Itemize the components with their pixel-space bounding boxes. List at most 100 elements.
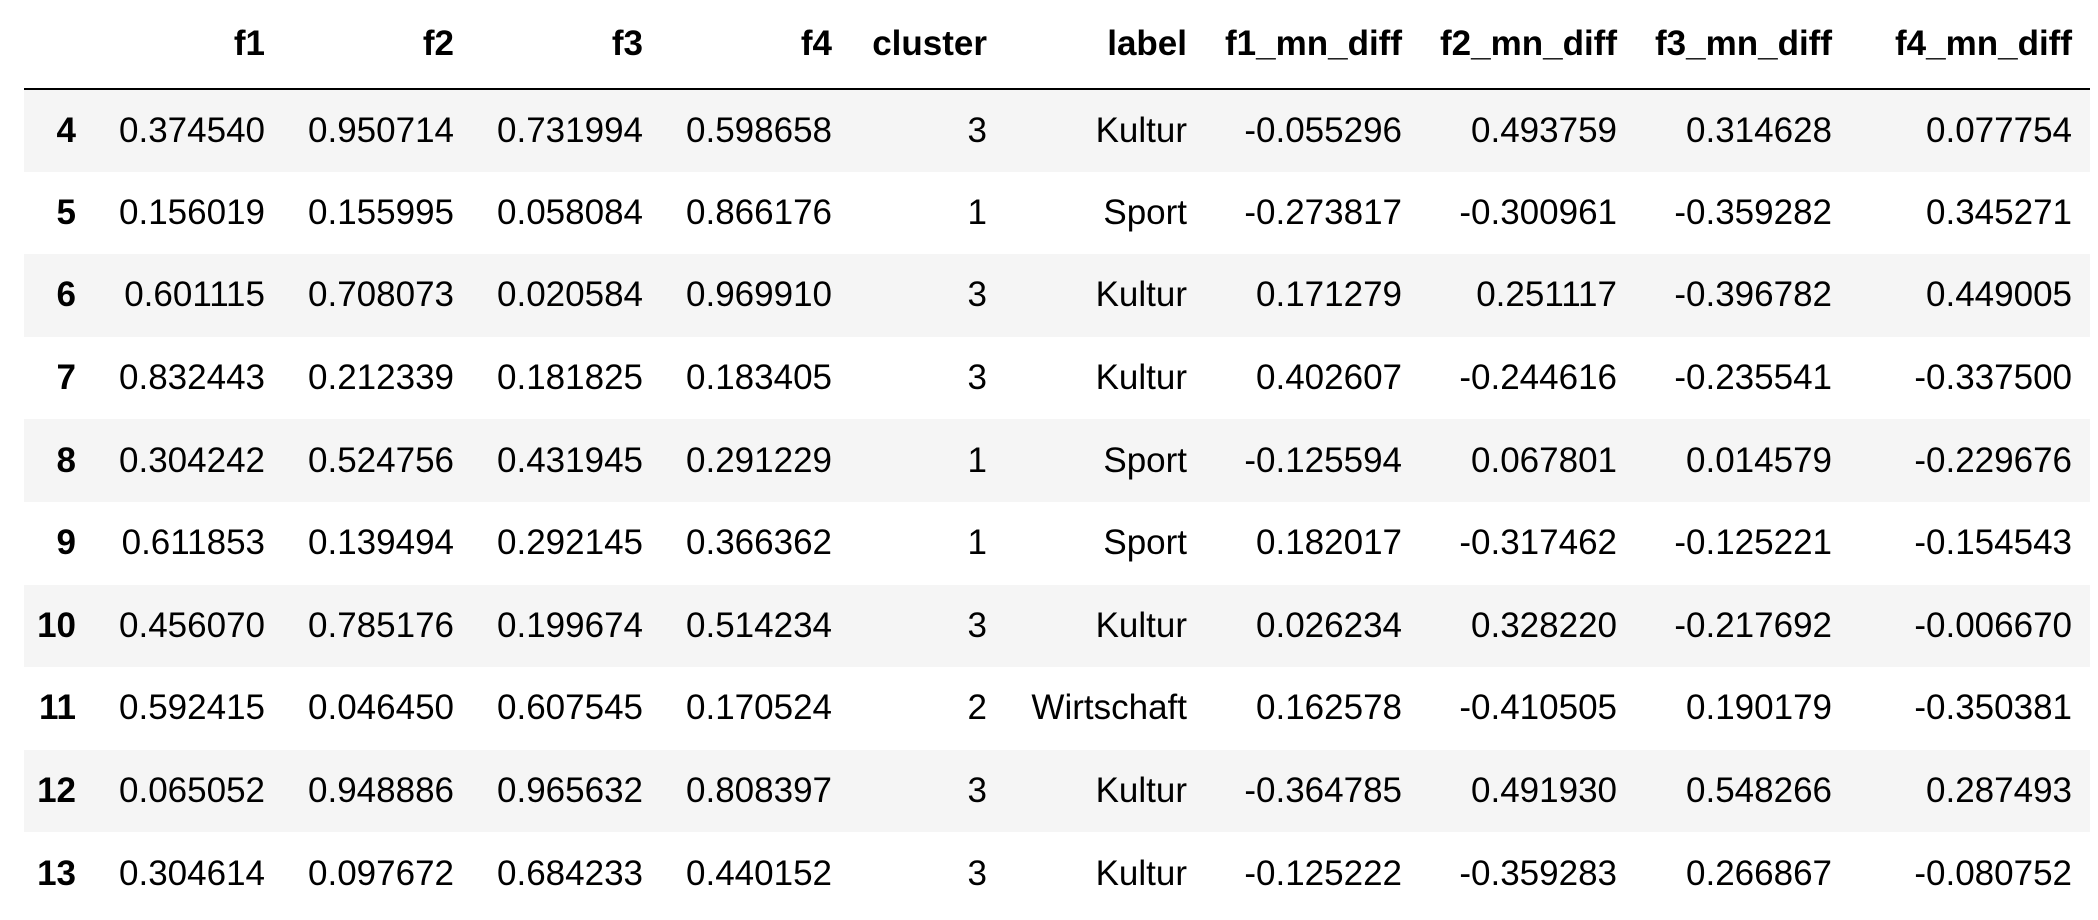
- cell-f2-mn-diff: -0.317462: [1459, 523, 1617, 563]
- cell-f3: 0.431945: [497, 440, 643, 480]
- cell-f2: 0.097672: [308, 853, 454, 893]
- cell-f4-mn-diff: -0.006670: [1914, 605, 2072, 645]
- cell-f2-mn-diff: 0.328220: [1471, 605, 1617, 645]
- cell-label: Kultur: [1095, 605, 1187, 645]
- cell-f2: 0.948886: [308, 771, 454, 811]
- table-row: 5 0.156019 0.155995 0.058084 0.866176 1 Sport -…: [24, 172, 2090, 255]
- header-row: f1 f2 f3 f4 cluster label f1_mn_diff f2_mn_diff…: [24, 0, 2090, 90]
- cell-label: Kultur: [1095, 771, 1187, 811]
- cell-f4-mn-diff: -0.350381: [1914, 688, 2072, 728]
- cell-f1-mn-diff: -0.364785: [1244, 771, 1402, 811]
- cell-f1-mn-diff: -0.125222: [1244, 853, 1402, 893]
- cell-f3-mn-diff: -0.235541: [1674, 358, 1832, 398]
- row-index: 12: [37, 771, 76, 811]
- cell-f3-mn-diff: 0.548266: [1686, 771, 1832, 811]
- cell-f1-mn-diff: -0.273817: [1244, 192, 1402, 232]
- cell-f2-mn-diff: -0.410505: [1459, 688, 1617, 728]
- cell-f4-mn-diff: 0.077754: [1926, 110, 2072, 150]
- cell-f2-mn-diff: 0.251117: [1476, 275, 1617, 315]
- cell-f3: 0.607545: [497, 688, 643, 728]
- cell-f4-mn-diff: -0.080752: [1914, 853, 2072, 893]
- cell-f4-mn-diff: 0.345271: [1926, 192, 2072, 232]
- cell-cluster: 3: [967, 110, 987, 150]
- table-row: 6 0.601115 0.708073 0.020584 0.969910 3 Kultur…: [24, 254, 2090, 337]
- column-header-label: label: [1005, 0, 1205, 90]
- cell-f2: 0.708073: [308, 275, 454, 315]
- row-index: 11: [39, 688, 76, 728]
- cell-f1: 0.304614: [119, 853, 265, 893]
- dataframe-output: f1 f2 f3 f4 cluster label f1_mn_diff f2_mn_diff…: [24, 0, 2090, 915]
- row-index: 8: [56, 440, 76, 480]
- cell-label: Sport: [1103, 523, 1187, 563]
- row-index: 7: [56, 358, 76, 398]
- cell-label: Kultur: [1095, 275, 1187, 315]
- cell-f3-mn-diff: -0.217692: [1674, 605, 1832, 645]
- cell-f1: 0.832443: [119, 358, 265, 398]
- column-header-f4-mn-diff: f4_mn_diff: [1850, 0, 2090, 90]
- cell-f3: 0.965632: [497, 771, 643, 811]
- cell-f4-mn-diff: -0.229676: [1914, 440, 2072, 480]
- row-index: 9: [56, 523, 76, 563]
- cell-f1: 0.592415: [119, 688, 265, 728]
- column-header-f2-mn-diff: f2_mn_diff: [1420, 0, 1635, 90]
- cell-f3: 0.058084: [497, 192, 643, 232]
- cell-f4: 0.183405: [686, 358, 832, 398]
- column-header-f3-mn-diff: f3_mn_diff: [1635, 0, 1850, 90]
- cell-f1-mn-diff: 0.402607: [1256, 358, 1402, 398]
- table-row: 4 0.374540 0.950714 0.731994 0.598658 3 Kultur…: [24, 89, 2090, 172]
- cell-f1-mn-diff: -0.125594: [1244, 440, 1402, 480]
- cell-f3-mn-diff: 0.014579: [1686, 440, 1832, 480]
- cell-f3-mn-diff: 0.266867: [1686, 853, 1832, 893]
- cell-f2-mn-diff: 0.067801: [1471, 440, 1617, 480]
- cell-cluster: 3: [967, 771, 987, 811]
- cell-f1-mn-diff: 0.171279: [1256, 275, 1402, 315]
- cell-f3-mn-diff: -0.359282: [1674, 192, 1832, 232]
- row-index: 10: [37, 605, 76, 645]
- table-row: 8 0.304242 0.524756 0.431945 0.291229 1 Sport -…: [24, 419, 2090, 502]
- row-index: 6: [56, 275, 76, 315]
- column-header-f1-mn-diff: f1_mn_diff: [1205, 0, 1420, 90]
- column-header-f4: f4: [661, 0, 850, 90]
- cell-f4-mn-diff: -0.337500: [1914, 358, 2072, 398]
- table-header: f1 f2 f3 f4 cluster label f1_mn_diff f2_mn_diff…: [24, 0, 2090, 90]
- cell-f2-mn-diff: 0.493759: [1471, 110, 1617, 150]
- cell-f4: 0.866176: [686, 192, 832, 232]
- cell-f3: 0.020584: [497, 275, 643, 315]
- cell-f2: 0.046450: [308, 688, 454, 728]
- table-row: 13 0.304614 0.097672 0.684233 0.440152 3 Kultu…: [24, 832, 2090, 915]
- cell-f2: 0.785176: [308, 605, 454, 645]
- cell-cluster: 3: [967, 358, 987, 398]
- cell-f4-mn-diff: 0.449005: [1926, 275, 2072, 315]
- cell-f2: 0.950714: [308, 110, 454, 150]
- cell-f4: 0.598658: [686, 110, 832, 150]
- cell-label: Kultur: [1095, 358, 1187, 398]
- row-index: 5: [56, 192, 76, 232]
- cell-f3: 0.181825: [497, 358, 643, 398]
- cell-f4: 0.366362: [686, 523, 832, 563]
- cell-cluster: 1: [967, 523, 987, 563]
- dataframe-table: f1 f2 f3 f4 cluster label f1_mn_diff f2_mn_diff…: [24, 0, 2090, 915]
- cell-f1-mn-diff: -0.055296: [1244, 110, 1402, 150]
- cell-f3-mn-diff: -0.396782: [1674, 275, 1832, 315]
- cell-cluster: 1: [967, 192, 987, 232]
- column-header-cluster: cluster: [850, 0, 1005, 90]
- cell-f3: 0.292145: [497, 523, 643, 563]
- cell-f4: 0.291229: [686, 440, 832, 480]
- cell-f1: 0.156019: [119, 192, 265, 232]
- cell-f1-mn-diff: 0.182017: [1256, 523, 1402, 563]
- table-body: 4 0.374540 0.950714 0.731994 0.598658 3 Kultur…: [24, 89, 2090, 915]
- cell-f4: 0.808397: [686, 771, 832, 811]
- table-row: 10 0.456070 0.785176 0.199674 0.514234 3 Kultu…: [24, 584, 2090, 668]
- table-row: 9 0.611853 0.139494 0.292145 0.366362 1 Sport 0…: [24, 502, 2090, 585]
- cell-f3: 0.731994: [497, 110, 643, 150]
- cell-f3-mn-diff: 0.314628: [1686, 110, 1832, 150]
- cell-label: Wirtschaft: [1031, 688, 1187, 728]
- cell-f3: 0.684233: [497, 853, 643, 893]
- cell-f3-mn-diff: -0.125221: [1674, 523, 1832, 563]
- column-header-f3: f3: [472, 0, 661, 90]
- row-index: 13: [37, 853, 76, 893]
- cell-f4: 0.969910: [686, 275, 832, 315]
- cell-label: Sport: [1103, 440, 1187, 480]
- cell-f2-mn-diff: -0.244616: [1459, 358, 1617, 398]
- cell-f4: 0.440152: [686, 853, 832, 893]
